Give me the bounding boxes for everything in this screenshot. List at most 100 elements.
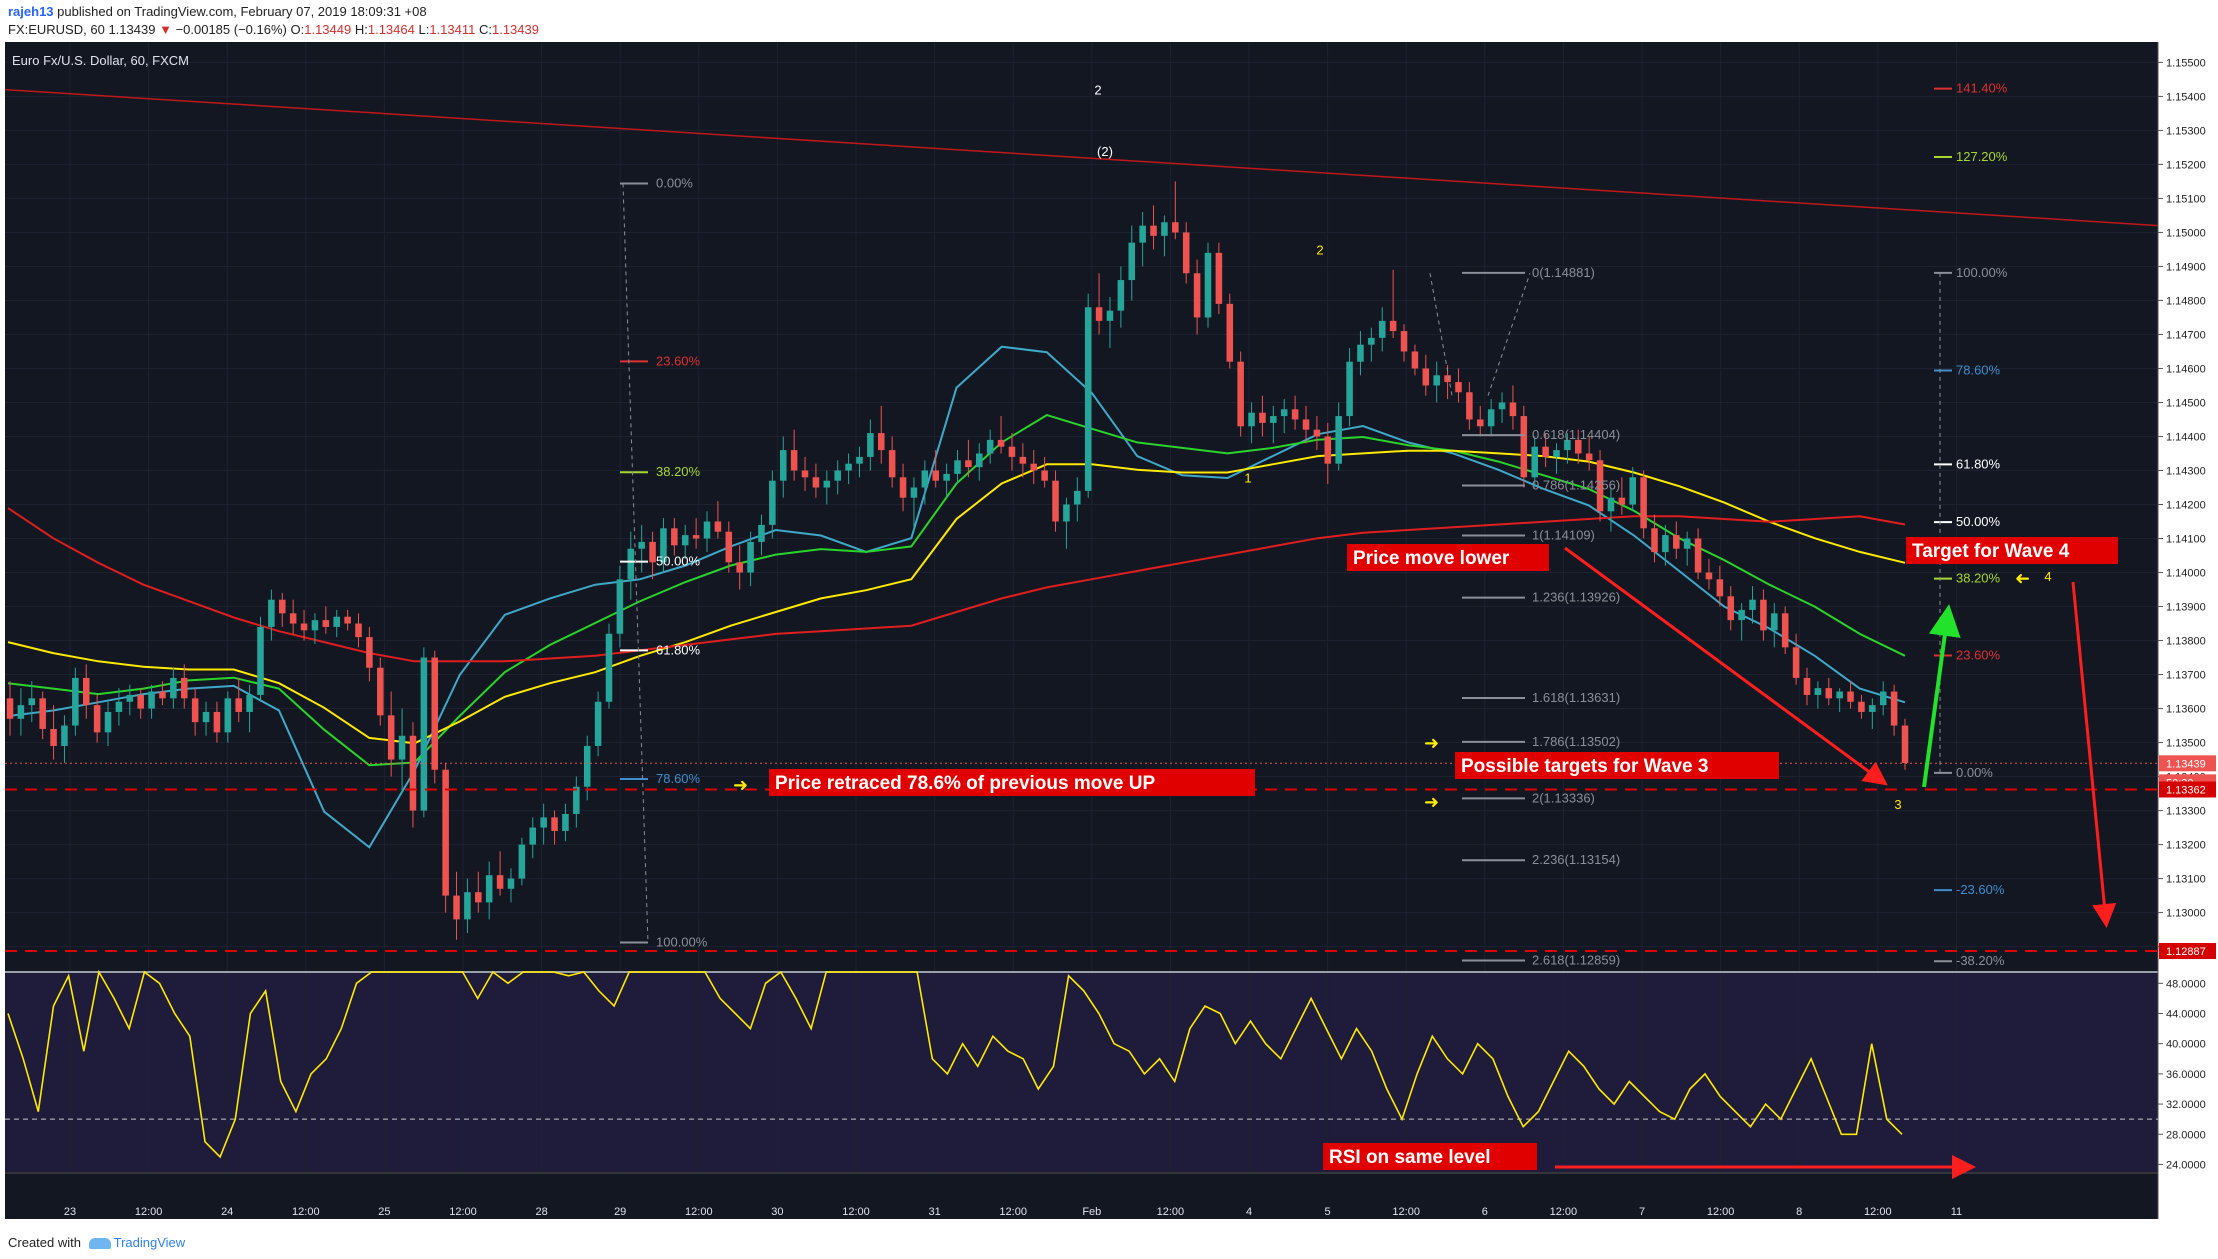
candle-body (703, 521, 711, 539)
x-tick-label: 28 (535, 1206, 547, 1218)
y-tick-label: 1.14600 (2166, 363, 2206, 375)
candle-body (72, 677, 79, 726)
x-tick-label: 11 (1951, 1206, 1962, 1218)
x-tick-label: 25 (378, 1206, 390, 1218)
candle-body (377, 667, 384, 716)
candle-body (899, 477, 907, 498)
candle-body (355, 623, 362, 638)
arrow-up-wave4 (1922, 604, 1961, 788)
annotation-price-move-lower[interactable]: Price move lower (1347, 544, 1549, 571)
candle-body (671, 528, 678, 546)
fib-ext-label: 0(1.14881) (1532, 265, 1595, 280)
candle-body (1357, 344, 1364, 362)
rsi-tick-label: 24.0000 (2166, 1159, 2206, 1171)
price-tag-label: 1.13439 (2166, 758, 2206, 770)
price-chart[interactable]: 0.00%23.60%38.20%50.00%61.80%78.60%100.0… (0, 42, 2218, 1222)
published-text: published on TradingView.com, February 0… (57, 4, 427, 19)
ohlc-info: FX:EURUSD, 60 1.13439 ▼ −0.00185 (−0.16%… (8, 22, 539, 37)
candle-body (986, 439, 994, 454)
candle-body (137, 694, 144, 709)
x-tick-label: Feb (1082, 1206, 1101, 1218)
low-label: L: (418, 22, 430, 37)
annotation-target-wave4[interactable]: Target for Wave 4 (1906, 537, 2118, 564)
fib-right-label: 38.20% (1956, 571, 2001, 586)
y-tick-label: 1.13300 (2166, 806, 2206, 818)
x-tick-label: 12:00 (842, 1206, 870, 1218)
candle-body (1564, 439, 1571, 451)
candle-body (823, 480, 831, 488)
ema-fast-line (7, 345, 1906, 849)
y-tick-label: 1.15500 (2166, 57, 2206, 69)
y-tick-label: 1.15000 (2166, 227, 2206, 239)
candle-body (1008, 446, 1016, 457)
price-tag-label: 1.12887 (2166, 946, 2206, 958)
candle-body (1433, 375, 1440, 386)
candle-body (279, 599, 286, 614)
candle-body (845, 463, 852, 471)
author-link[interactable]: rajeh13 (8, 4, 54, 19)
x-tick-label: 12:00 (685, 1206, 713, 1218)
price-tag (2159, 943, 2216, 960)
candle-body (1444, 375, 1451, 383)
candle-body (529, 827, 537, 845)
candle-body (736, 562, 743, 573)
x-tick-label: 5 (1325, 1206, 1331, 1218)
y-tick-label: 1.13000 (2166, 908, 2206, 920)
candle-body (1019, 456, 1027, 464)
tradingview-logo-icon (88, 1238, 111, 1250)
rsi-tick-label: 44.0000 (2166, 1009, 2206, 1021)
annotation-rsi-same-level[interactable]: RSI on same level (1323, 1143, 1537, 1170)
low-value: 1.13411 (429, 22, 476, 37)
high-label: H: (354, 22, 368, 37)
candle-body (1095, 307, 1103, 321)
candle-body (1879, 691, 1887, 706)
candle-body (235, 698, 242, 712)
candle-body (1161, 222, 1168, 236)
candle-body (1302, 419, 1310, 430)
arrow-down-wave5 (2071, 581, 2117, 928)
candle-body (877, 433, 885, 451)
candle-body (1389, 320, 1397, 332)
rsi-band (5, 972, 2158, 1172)
candle-body (126, 694, 134, 702)
candle-body (583, 745, 591, 787)
fib-label: 100.00% (656, 935, 708, 950)
fib-label: 38.20% (656, 464, 701, 479)
candle-body (420, 657, 428, 811)
change-down-icon: ▼ (159, 22, 172, 37)
price-axis[interactable] (2158, 42, 2218, 1222)
candle-body (1803, 677, 1811, 695)
candle-body (464, 892, 471, 920)
candle-body (344, 616, 351, 624)
candle-body (409, 735, 417, 811)
candle-body (1618, 497, 1626, 505)
candle-body (888, 450, 896, 478)
y-tick-label: 1.14300 (2166, 465, 2206, 477)
candle-body (801, 470, 809, 478)
created-with-text: Created with (8, 1235, 81, 1250)
candle-body (1030, 463, 1038, 471)
fib-ext-label: 1.618(1.13631) (1532, 690, 1620, 705)
fib-right-label: 0.00% (1956, 765, 1993, 780)
candle-body (485, 875, 493, 903)
candle-body (1313, 429, 1321, 437)
candle-body (638, 541, 645, 549)
candle-body (747, 541, 754, 573)
candle-body (1476, 419, 1484, 427)
high-value: 1.13464 (367, 22, 415, 37)
candle-body (180, 677, 188, 699)
candle-body (1575, 439, 1582, 454)
pointer-arrow-icon: ➜ (733, 775, 748, 796)
price-tag (2159, 755, 2216, 772)
x-tick-label: 29 (614, 1206, 626, 1218)
candle-body (159, 691, 166, 699)
x-tick-label: 12:00 (1550, 1206, 1578, 1218)
fib-right-label: 100.00% (1956, 265, 2008, 280)
close-label: C: (478, 22, 492, 37)
candle-body (1400, 331, 1408, 352)
annotation-possible-targets[interactable]: Possible targets for Wave 3 (1455, 752, 1779, 779)
annotation-price-retraced[interactable]: Price retraced 78.6% of previous move UP (769, 769, 1255, 796)
tradingview-link[interactable]: TradingView (113, 1235, 186, 1250)
fib-ext-label: 1.786(1.13502) (1532, 734, 1620, 749)
fib-ext-label: 2.618(1.12859) (1532, 953, 1620, 968)
